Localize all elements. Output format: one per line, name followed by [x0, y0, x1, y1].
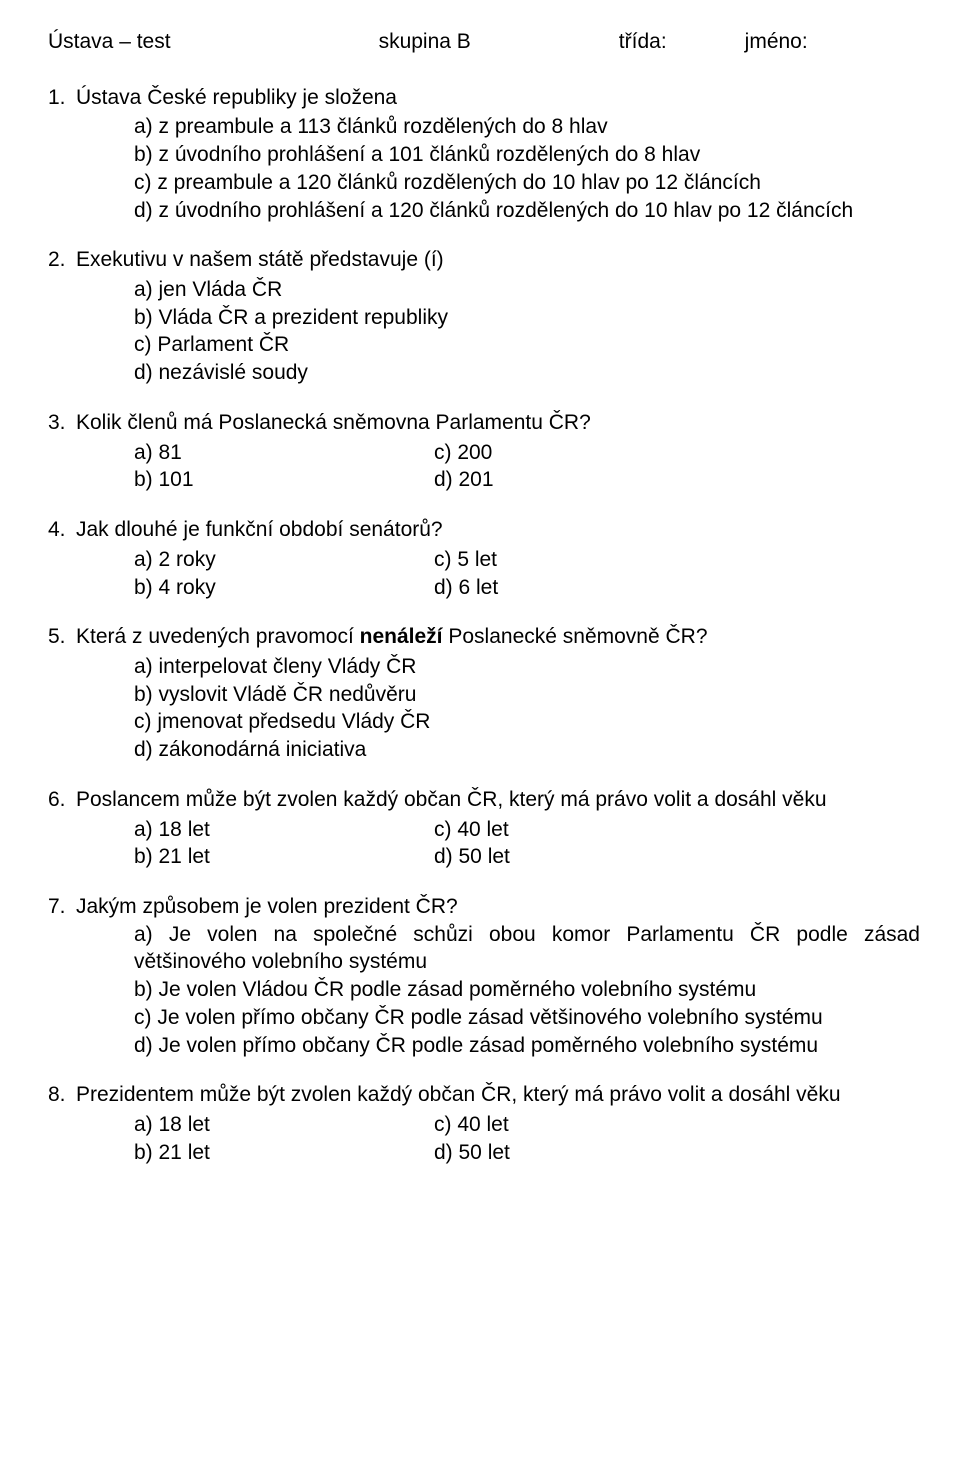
q3-opt-b: b) 101	[134, 466, 434, 494]
q6-opt-b: b) 21 let	[134, 843, 434, 871]
q8-body: Prezidentem může být zvolen každý občan …	[76, 1083, 841, 1106]
q7-opt-d: d) Je volen přímo občany ČR podle zásad …	[134, 1032, 920, 1060]
q3-options: a) 81 b) 101 c) 200 d) 201	[48, 439, 920, 494]
q4-options: a) 2 roky b) 4 roky c) 5 let d) 6 let	[48, 546, 920, 601]
question-8: 8.Prezidentem může být zvolen každý obča…	[48, 1081, 920, 1166]
q4-opt-a: a) 2 roky	[134, 546, 434, 574]
q2-body: Exekutivu v našem státě představuje (í)	[76, 248, 444, 271]
q5-options: a) interpelovat členy Vlády ČR b) vyslov…	[48, 653, 920, 764]
question-6: 6.Poslancem může být zvolen každý občan …	[48, 786, 920, 871]
q1-num: 1.	[48, 84, 76, 112]
q8-col-right: c) 40 let d) 50 let	[434, 1111, 734, 1166]
q4-text: 4.Jak dlouhé je funkční období senátorů?	[48, 516, 920, 544]
question-7: 7.Jakým způsobem je volen prezident ČR? …	[48, 893, 920, 1059]
question-5: 5.Která z uvedených pravomocí nenáleží P…	[48, 623, 920, 764]
q7-body: Jakým způsobem je volen prezident ČR?	[76, 895, 458, 918]
q4-opt-c: c) 5 let	[434, 546, 734, 574]
header-class-label: třída:	[619, 28, 667, 56]
q2-text: 2.Exekutivu v našem státě představuje (í…	[48, 246, 920, 274]
q3-opt-d: d) 201	[434, 466, 734, 494]
q2-opt-a: a) jen Vláda ČR	[134, 276, 920, 304]
q7-opt-b: b) Je volen Vládou ČR podle zásad poměrn…	[134, 976, 920, 1004]
question-3: 3.Kolik členů má Poslanecká sněmovna Par…	[48, 409, 920, 494]
header-group: skupina B	[379, 28, 471, 56]
q3-body: Kolik členů má Poslanecká sněmovna Parla…	[76, 411, 591, 434]
q2-options: a) jen Vláda ČR b) Vláda ČR a prezident …	[48, 276, 920, 387]
q8-text: 8.Prezidentem může být zvolen každý obča…	[48, 1081, 920, 1109]
q7-num: 7.	[48, 893, 76, 921]
header-row: Ústava – test skupina B třída: jméno:	[48, 28, 920, 56]
q5-text-after: Poslanecké sněmovně ČR?	[443, 625, 708, 648]
question-2: 2.Exekutivu v našem státě představuje (í…	[48, 246, 920, 387]
q5-text-before: Která z uvedených pravomocí	[76, 625, 360, 648]
q5-opt-d: d) zákonodárná iniciativa	[134, 736, 920, 764]
q8-options: a) 18 let b) 21 let c) 40 let d) 50 let	[48, 1111, 920, 1166]
q1-opt-a: a) z preambule a 113 článků rozdělených …	[134, 113, 920, 141]
q4-num: 4.	[48, 516, 76, 544]
q7-opt-c: c) Je volen přímo občany ČR podle zásad …	[134, 1004, 920, 1032]
q2-num: 2.	[48, 246, 76, 274]
question-1: 1.Ústava České republiky je složena a) z…	[48, 84, 920, 225]
q6-opt-d: d) 50 let	[434, 843, 734, 871]
q2-opt-d: d) nezávislé soudy	[134, 359, 920, 387]
q1-opt-d: d) z úvodního prohlášení a 120 článků ro…	[134, 197, 920, 225]
q8-opt-d: d) 50 let	[434, 1139, 734, 1167]
q8-num: 8.	[48, 1081, 76, 1109]
q6-num: 6.	[48, 786, 76, 814]
q5-text: 5.Která z uvedených pravomocí nenáleží P…	[48, 623, 920, 651]
q4-col-right: c) 5 let d) 6 let	[434, 546, 734, 601]
q1-body: Ústava České republiky je složena	[76, 86, 397, 109]
q4-col-left: a) 2 roky b) 4 roky	[134, 546, 434, 601]
question-4: 4.Jak dlouhé je funkční období senátorů?…	[48, 516, 920, 601]
q3-col-left: a) 81 b) 101	[134, 439, 434, 494]
q1-opt-c: c) z preambule a 120 článků rozdělených …	[134, 169, 920, 197]
q7-text: 7.Jakým způsobem je volen prezident ČR?	[48, 893, 920, 921]
q6-opt-c: c) 40 let	[434, 816, 734, 844]
q6-opt-a: a) 18 let	[134, 816, 434, 844]
q3-num: 3.	[48, 409, 76, 437]
q5-opt-c: c) jmenovat předsedu Vlády ČR	[134, 708, 920, 736]
q1-opt-b: b) z úvodního prohlášení a 101 článků ro…	[134, 141, 920, 169]
q6-text: 6.Poslancem může být zvolen každý občan …	[48, 786, 920, 814]
q8-opt-c: c) 40 let	[434, 1111, 734, 1139]
q4-opt-b: b) 4 roky	[134, 574, 434, 602]
q1-text: 1.Ústava České republiky je složena	[48, 84, 920, 112]
q8-col-left: a) 18 let b) 21 let	[134, 1111, 434, 1166]
header-name-label: jméno:	[745, 28, 808, 56]
q3-opt-c: c) 200	[434, 439, 734, 467]
q6-body: Poslancem může být zvolen každý občan ČR…	[76, 788, 827, 811]
q4-opt-d: d) 6 let	[434, 574, 734, 602]
q5-opt-a: a) interpelovat členy Vlády ČR	[134, 653, 920, 681]
q8-opt-a: a) 18 let	[134, 1111, 434, 1139]
q6-col-left: a) 18 let b) 21 let	[134, 816, 434, 871]
q5-num: 5.	[48, 623, 76, 651]
page: Ústava – test skupina B třída: jméno: 1.…	[0, 0, 960, 1468]
q3-text: 3.Kolik členů má Poslanecká sněmovna Par…	[48, 409, 920, 437]
header-title: Ústava – test	[48, 28, 171, 56]
q7-options: a) Je volen na společné schůzi obou komo…	[48, 921, 920, 1060]
q2-opt-c: c) Parlament ČR	[134, 331, 920, 359]
q2-opt-b: b) Vláda ČR a prezident republiky	[134, 304, 920, 332]
q6-col-right: c) 40 let d) 50 let	[434, 816, 734, 871]
q3-col-right: c) 200 d) 201	[434, 439, 734, 494]
q4-body: Jak dlouhé je funkční období senátorů?	[76, 518, 443, 541]
q1-options: a) z preambule a 113 článků rozdělených …	[48, 113, 920, 224]
q6-options: a) 18 let b) 21 let c) 40 let d) 50 let	[48, 816, 920, 871]
q5-text-bold: nenáleží	[360, 625, 443, 648]
q8-opt-b: b) 21 let	[134, 1139, 434, 1167]
q3-opt-a: a) 81	[134, 439, 434, 467]
q5-opt-b: b) vyslovit Vládě ČR nedůvěru	[134, 681, 920, 709]
q7-opt-a: a) Je volen na společné schůzi obou komo…	[134, 921, 920, 976]
